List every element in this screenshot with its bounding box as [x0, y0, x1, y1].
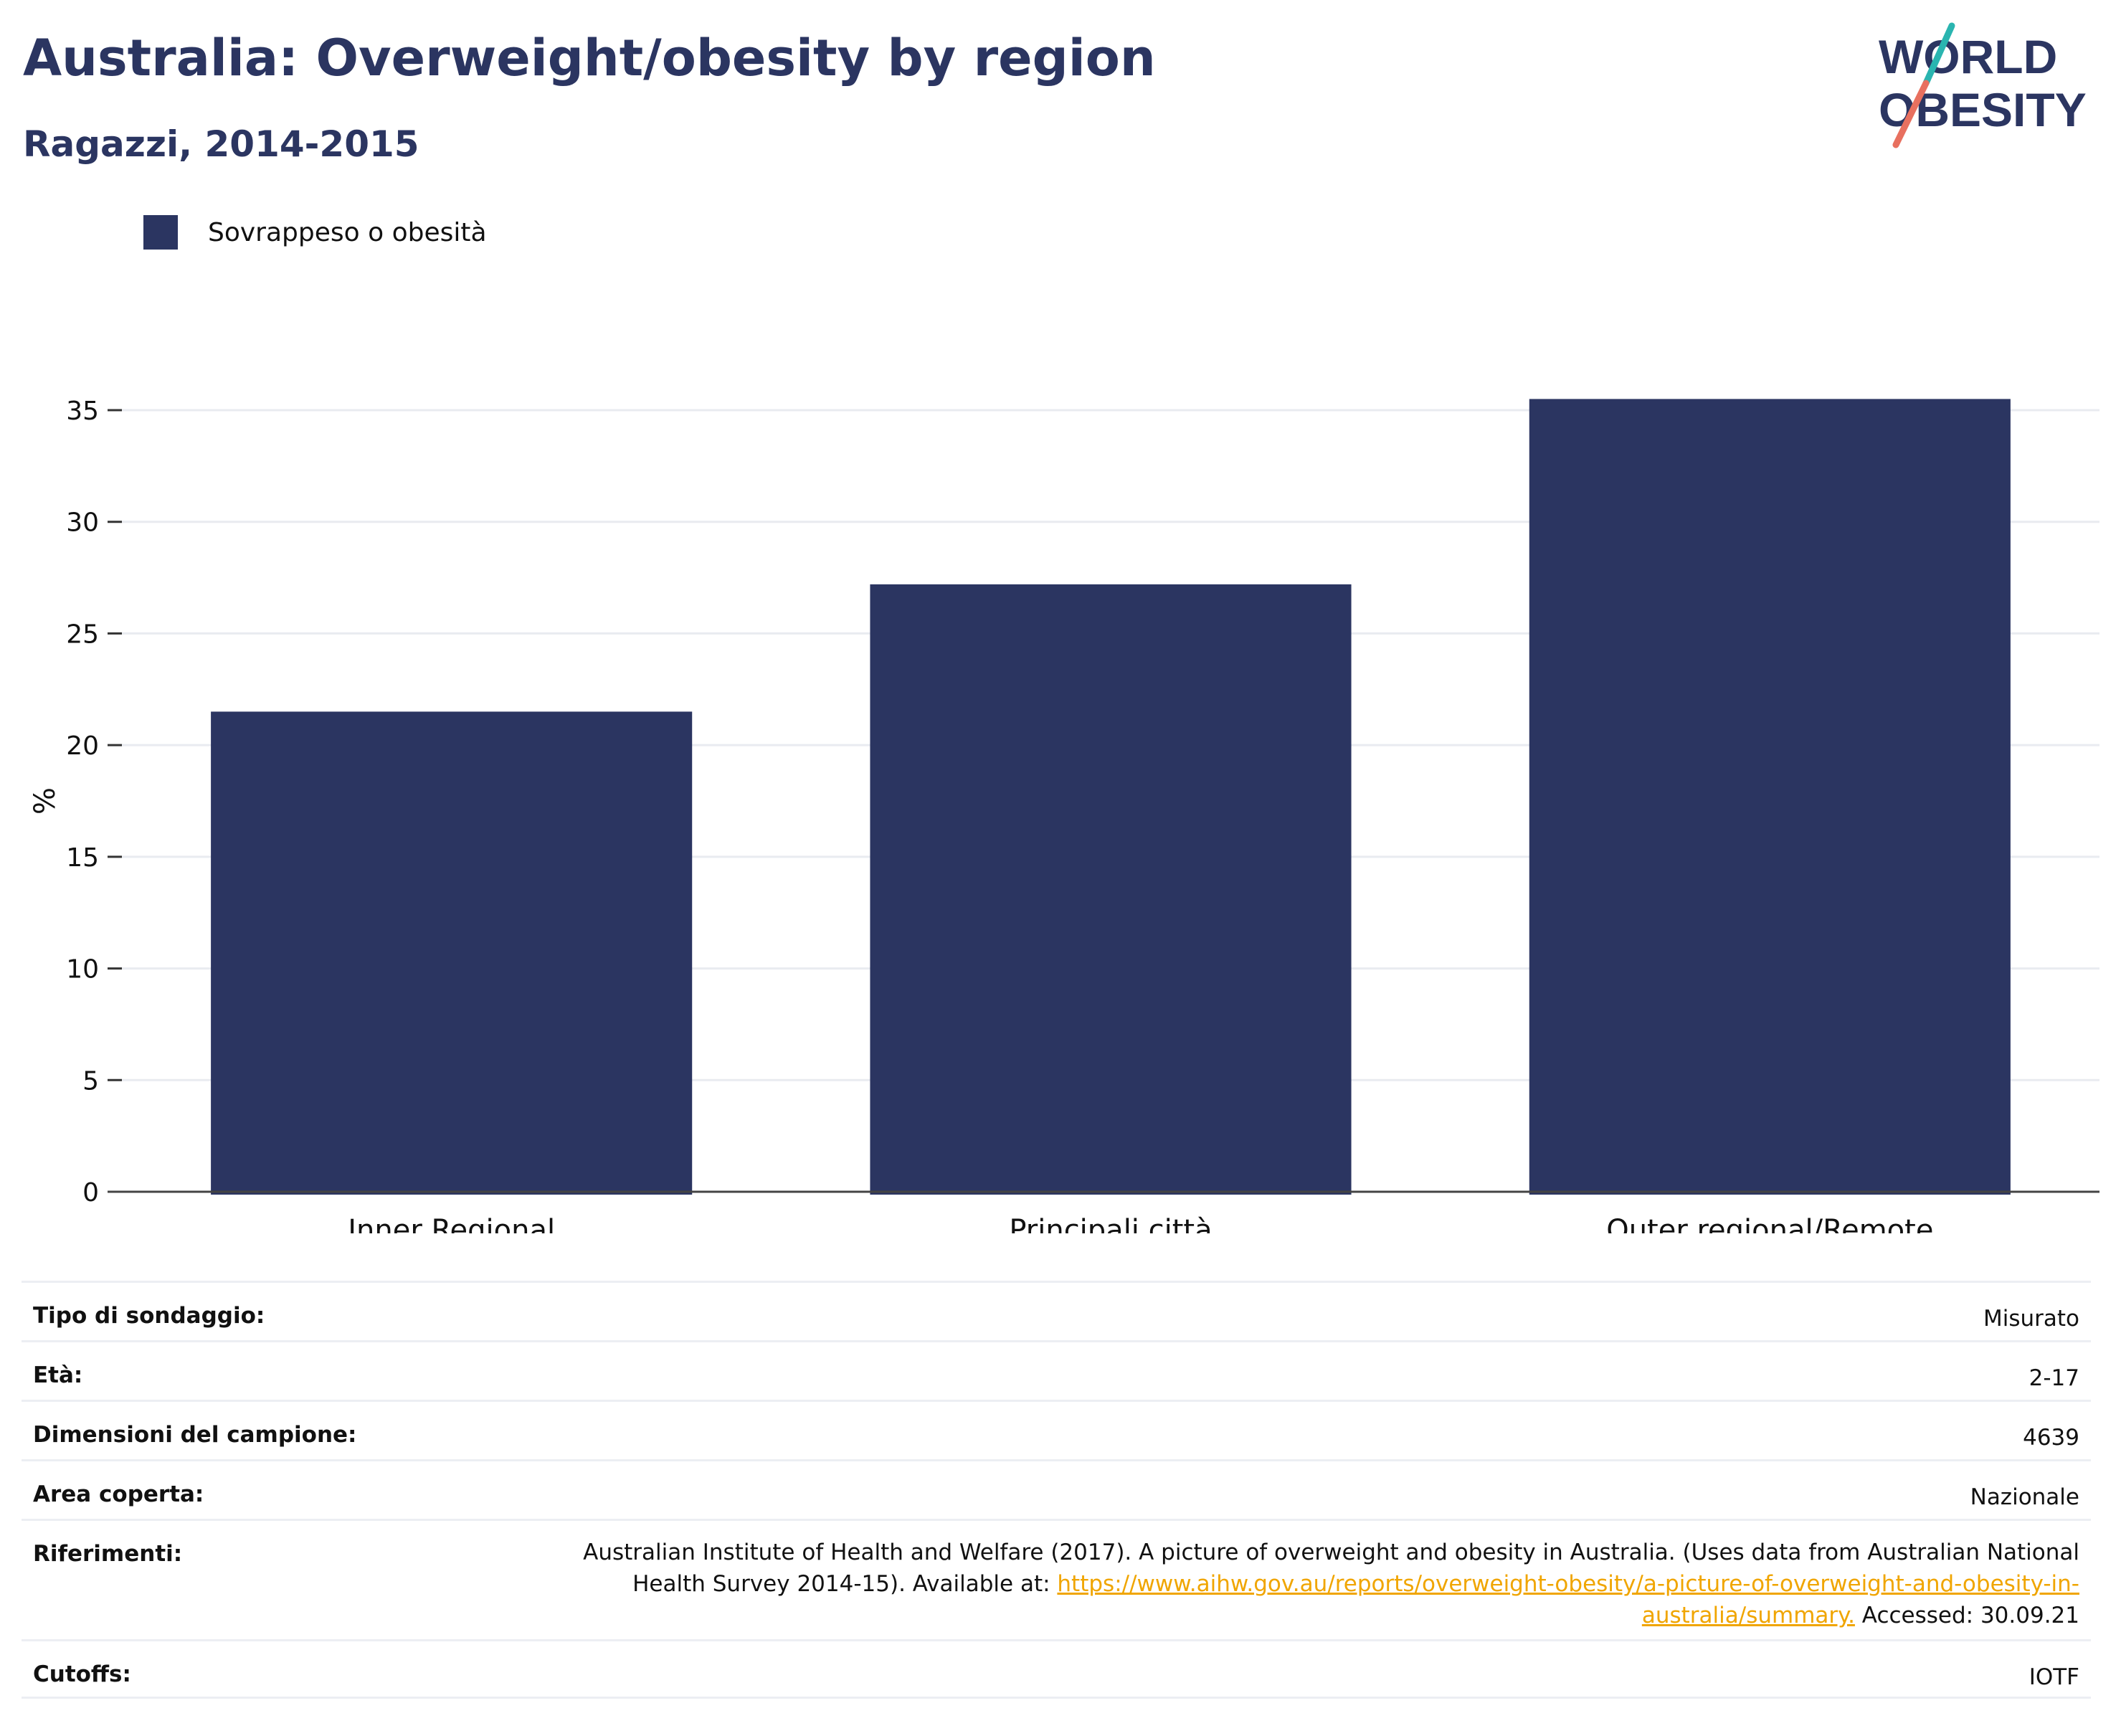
x-tick-label: Outer regional/Remote	[1606, 1214, 1933, 1233]
info-row-survey-type: Tipo di sondaggio: Misurato	[22, 1281, 2091, 1340]
reference-link[interactable]: https://www.aihw.gov.au/reports/overweig…	[1057, 1571, 2079, 1597]
info-key: Cutoffs:	[33, 1661, 131, 1687]
info-row-area: Area coperta: Nazionale	[22, 1459, 2091, 1519]
info-value: IOTF	[2029, 1664, 2079, 1690]
y-tick-label: 30	[66, 508, 99, 538]
info-value: 4639	[2023, 1425, 2079, 1451]
y-tick-label: 5	[82, 1066, 99, 1096]
logo-slash-top	[1922, 22, 1955, 87]
info-key: Riferimenti:	[33, 1541, 183, 1567]
bar	[870, 584, 1352, 1195]
y-tick-label: 25	[66, 620, 99, 649]
info-value: Misurato	[1983, 1306, 2079, 1332]
x-tick-label: Inner Regional	[348, 1214, 555, 1233]
info-value: 2-17	[2029, 1365, 2079, 1391]
info-row-cutoffs: Cutoffs: IOTF	[22, 1639, 2091, 1699]
logo-word-1: WORLD	[1879, 30, 2057, 83]
bar-chart: 0 5 10 15 20 25 30 35 Inner Regional Principali c…	[29, 397, 2099, 1233]
reference-text: Australian Institute of Health and Welfa…	[583, 1540, 2079, 1565]
world-obesity-logo: WORLD OBESITY	[1879, 22, 2087, 148]
info-table: Tipo di sondaggio: Misurato Età: 2-17 Di…	[22, 1281, 2091, 1699]
logo-slash-bottom	[1892, 80, 1930, 148]
info-row-references: Riferimenti: Australian Institute of Hea…	[22, 1519, 2091, 1639]
info-key: Dimensioni del campione:	[33, 1422, 357, 1448]
legend: Sovrappeso o obesità	[143, 215, 487, 250]
y-tick-label: 10	[66, 955, 99, 985]
bar	[1529, 399, 2011, 1195]
reference-text-2: Health Survey 2014-15). Available at:	[632, 1571, 1058, 1597]
y-axis-label: %	[29, 787, 62, 815]
legend-label: Sovrappeso o obesità	[208, 217, 487, 247]
bar	[211, 711, 693, 1195]
info-key: Età:	[33, 1362, 83, 1388]
axis-layer: 0 5 10 15 20 25 30 35 Inner Regional Principali c…	[66, 397, 2099, 1233]
x-tick-label: Principali città	[1009, 1214, 1212, 1233]
legend-swatch	[143, 215, 178, 250]
info-row-age: Età: 2-17	[22, 1340, 2091, 1400]
info-key: Area coperta:	[33, 1481, 204, 1507]
chart-subtitle: Ragazzi, 2014-2015	[23, 123, 419, 165]
chart-title: Australia: Overweight/obesity by region	[23, 29, 1156, 87]
info-value: Nazionale	[1970, 1484, 2079, 1510]
info-value-references: Australian Institute of Health and Welfa…	[583, 1537, 2079, 1631]
info-key: Tipo di sondaggio:	[33, 1303, 265, 1329]
y-tick-label: 0	[82, 1178, 99, 1208]
reference-link-continued[interactable]: australia/summary.	[1641, 1603, 1855, 1628]
y-tick-label: 15	[66, 843, 99, 873]
info-row-sample-size: Dimensioni del campione: 4639	[22, 1400, 2091, 1459]
y-tick-label: 35	[66, 397, 99, 426]
bar-layer	[211, 399, 2011, 1195]
y-tick-label: 20	[66, 731, 99, 761]
accessed-date: Accessed: 30.09.21	[1854, 1603, 2079, 1628]
